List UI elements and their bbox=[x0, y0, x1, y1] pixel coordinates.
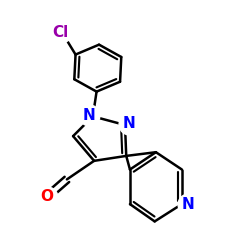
Text: N: N bbox=[182, 196, 194, 212]
Text: Cl: Cl bbox=[52, 25, 69, 40]
Text: N: N bbox=[123, 116, 136, 131]
Text: N: N bbox=[83, 108, 96, 122]
Text: O: O bbox=[40, 189, 54, 204]
